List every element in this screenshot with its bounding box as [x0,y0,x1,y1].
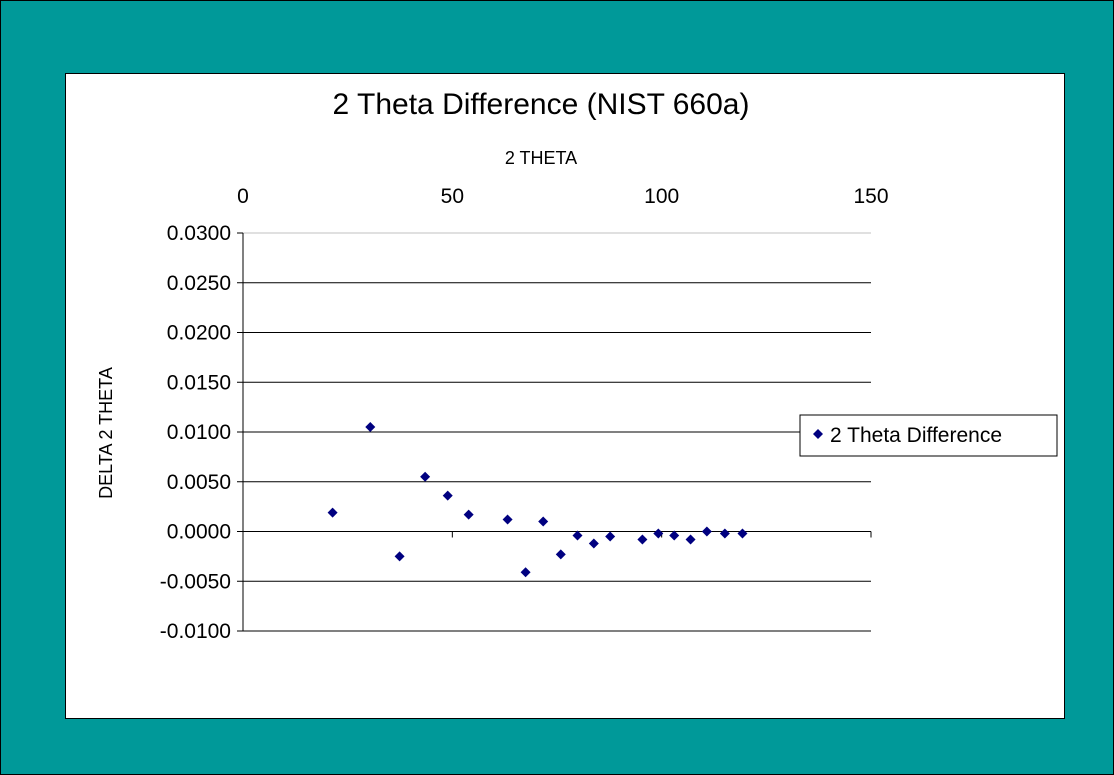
data-points [327,422,748,578]
y-axis-title: DELTA 2 THETA [96,367,116,499]
y-tick-label: 0.0200 [167,322,231,345]
data-point [637,534,648,545]
y-tick-label: -0.0100 [160,620,231,643]
legend-box [799,414,1058,457]
data-point [327,507,338,518]
data-point [669,530,680,541]
x-tick-label: 50 [441,185,464,208]
y-tick-label: 0.0150 [167,371,231,394]
data-point [502,514,513,525]
data-point [555,549,566,560]
scatter-chart: 2 Theta Difference (NIST 660a) 2 THETA D… [96,88,1058,643]
legend: 2 Theta Difference [799,414,1058,457]
data-point [365,422,376,433]
y-tick-label: 0.0250 [167,272,231,295]
axes [237,232,872,632]
data-point [442,490,453,501]
x-tick-label: 150 [853,185,888,208]
x-tick-labels: 0 50 100 150 [237,185,888,208]
y-tick-label: 0.0000 [167,521,231,544]
chart-area: 2 Theta Difference (NIST 660a) 2 THETA D… [65,73,1065,719]
legend-label: 2 Theta Difference [830,424,1002,447]
data-point [588,538,599,549]
x-tick-label: 100 [644,185,679,208]
y-tick-label: -0.0050 [160,570,231,593]
data-point [420,471,431,482]
data-point [701,526,712,537]
chart-title: 2 Theta Difference (NIST 660a) [333,88,750,121]
legend-marker-icon [813,429,823,439]
y-tick-label: 0.0300 [167,222,231,245]
data-point [685,534,696,545]
y-tick-labels: -0.0100 -0.0050 0.0000 0.0050 0.0100 0.0150 0.… [160,222,231,643]
data-point [520,567,531,578]
data-point [463,509,474,520]
data-point [719,528,730,539]
data-point [572,530,583,541]
data-point [538,516,549,527]
y-tick-label: 0.0050 [167,471,231,494]
data-point [737,528,748,539]
data-point [605,531,616,542]
gridlines [243,232,871,632]
y-tick-label: 0.0100 [167,421,231,444]
x-tick-label: 0 [237,185,249,208]
data-point [394,551,405,562]
x-axis-title: 2 THETA [505,148,577,168]
data-point [653,528,664,539]
